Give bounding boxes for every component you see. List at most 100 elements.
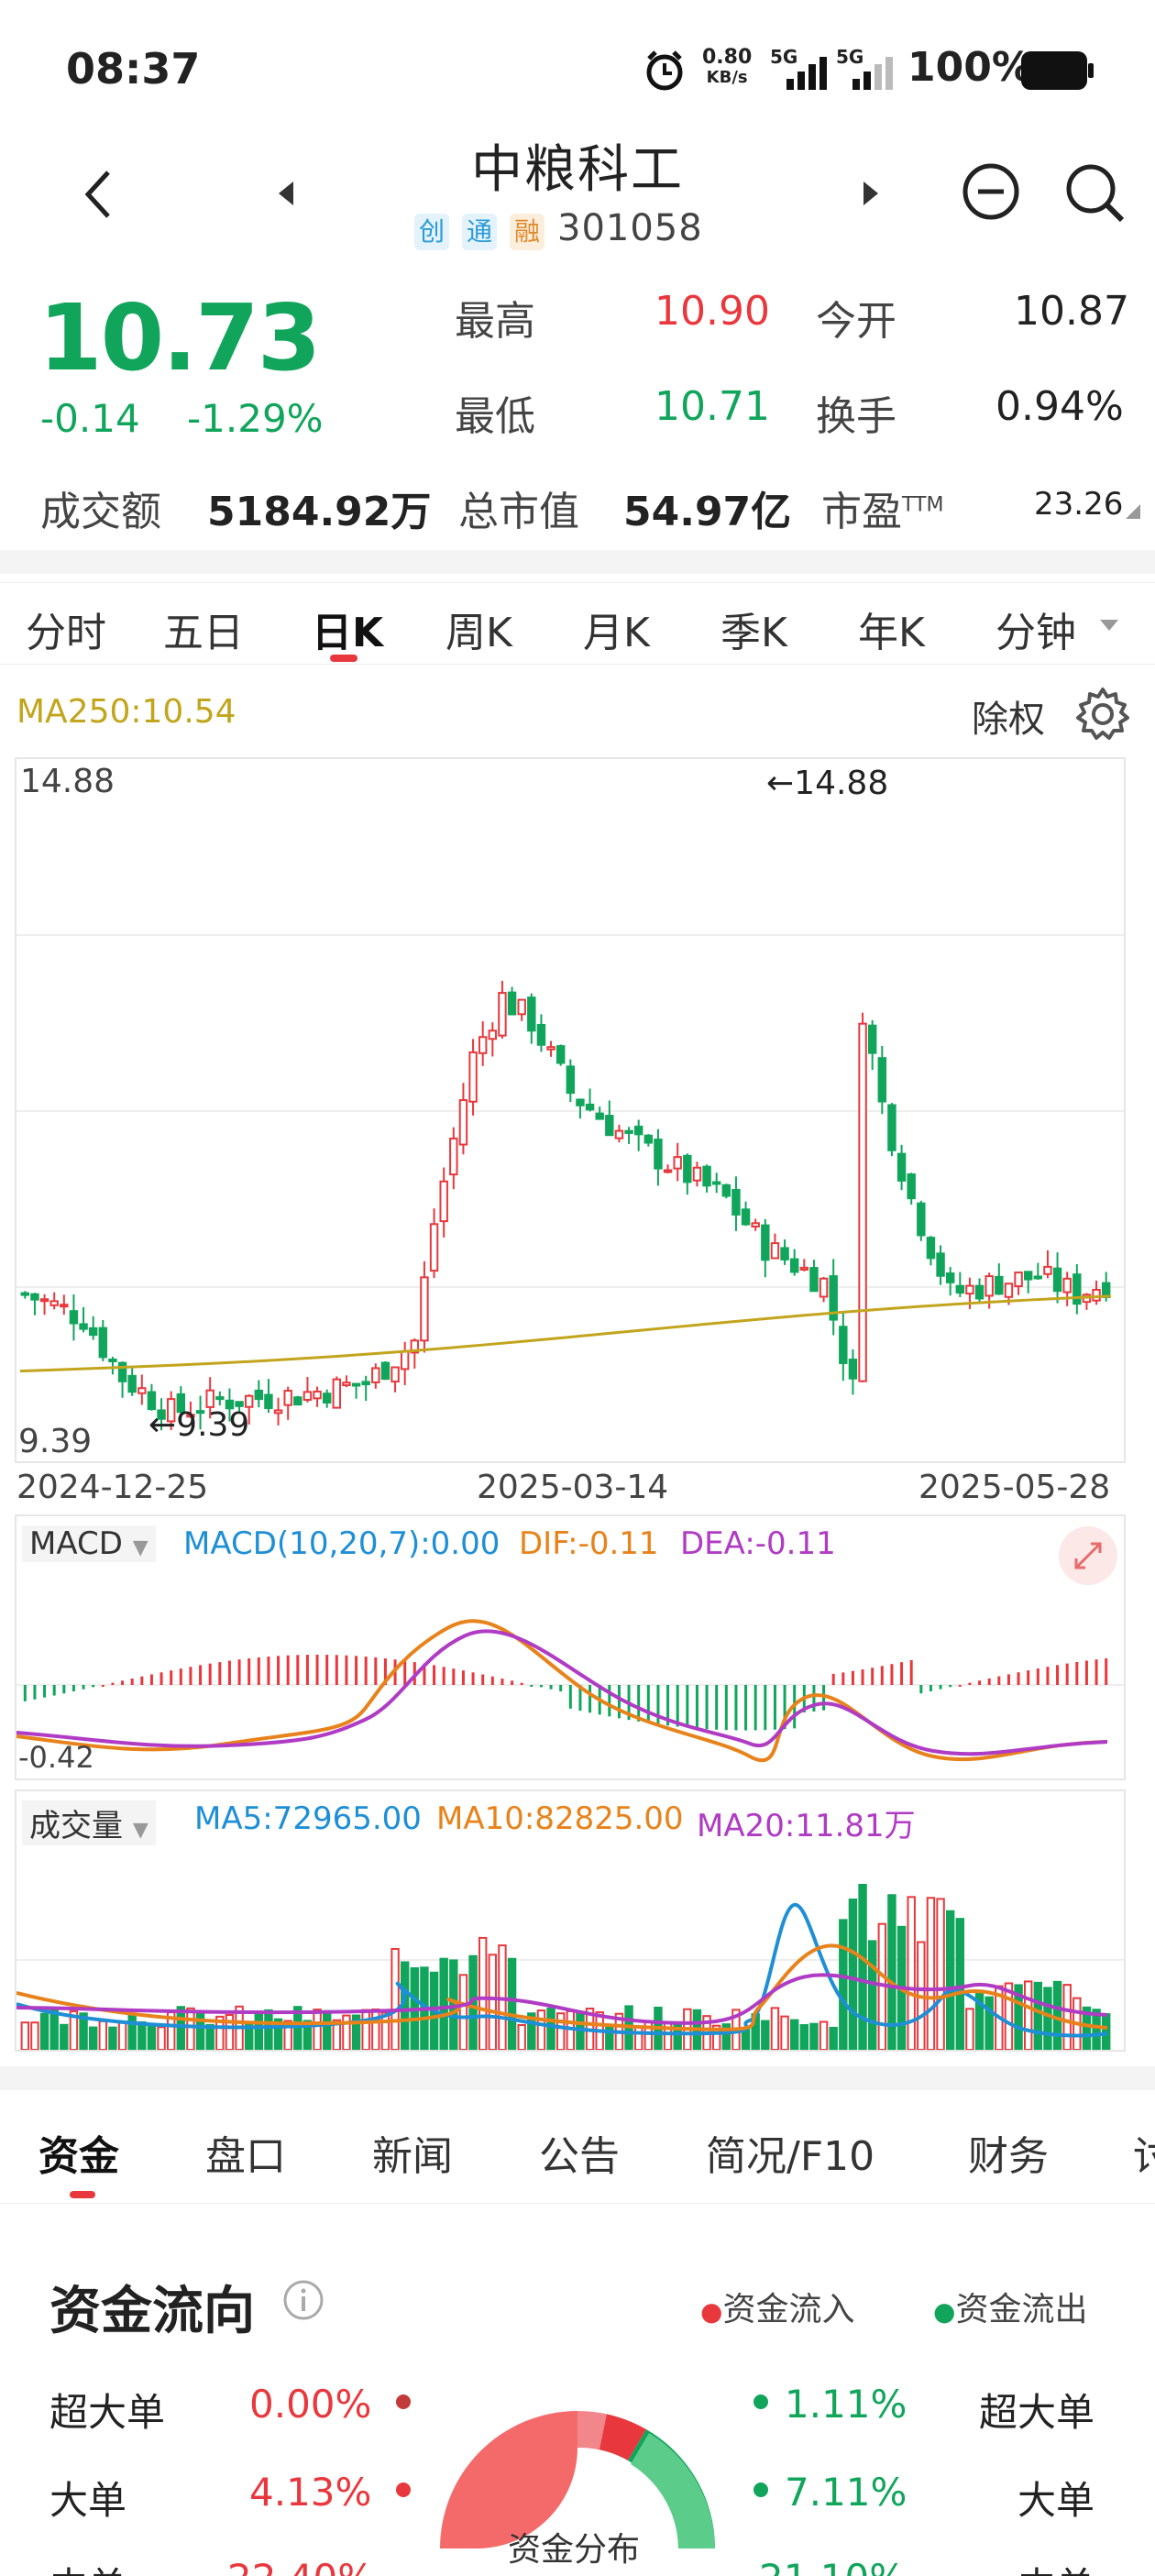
fund-donut-chart[interactable] — [431, 2402, 724, 2576]
macd-bar — [744, 1685, 748, 1731]
macd-bar — [490, 1676, 494, 1685]
tab-zhouk[interactable]: 周K — [446, 610, 512, 656]
back-icon[interactable] — [81, 167, 117, 222]
volume-chart[interactable]: 成交量 ▼ MA5:72965.00 MA10:82825.00 MA20:11… — [15, 1789, 1126, 2052]
macd-bar — [374, 1657, 378, 1685]
chevron-down-icon[interactable] — [1098, 618, 1120, 633]
volume-bar — [809, 2022, 819, 2050]
volume-bar — [264, 2009, 273, 2050]
candle-body — [907, 1173, 916, 1200]
candle-body — [108, 1359, 117, 1363]
volume-bar — [1033, 1981, 1043, 2050]
volume-bar — [1004, 1982, 1014, 2050]
dea-line — [16, 1629, 1108, 1756]
candle-body — [322, 1393, 332, 1404]
tab-pankou[interactable]: 盘口 — [205, 2133, 286, 2180]
dot-in-l — [396, 2482, 411, 2497]
vol-ma20-line — [16, 1973, 1108, 2025]
candle-body — [88, 1327, 98, 1337]
candle-body — [780, 1247, 789, 1260]
gear-icon[interactable] — [1074, 686, 1131, 743]
volume-selector[interactable]: 成交量 ▼ — [22, 1800, 156, 1845]
candle-body — [799, 1266, 809, 1271]
next-stock-icon[interactable] — [860, 180, 882, 207]
tab-niank[interactable]: 年K — [858, 610, 925, 656]
macd-bar — [822, 1685, 826, 1711]
macd-chart[interactable]: MACD ▼ MACD(10,20,7):0.00 DIF:-0.11 DEA:… — [15, 1514, 1126, 1780]
macd-bar — [715, 1685, 719, 1730]
candle-body — [595, 1112, 604, 1120]
macd-bar — [1056, 1665, 1060, 1685]
candle-body — [351, 1382, 361, 1387]
tab-rik[interactable]: 日K — [312, 610, 384, 656]
tab-xinwen[interactable]: 新闻 — [372, 2133, 453, 2180]
volume-bar — [711, 2024, 721, 2050]
info-icon[interactable] — [282, 2279, 324, 2321]
candle-body — [585, 1103, 595, 1111]
candle-body — [887, 1104, 896, 1151]
macd-bar — [179, 1668, 182, 1685]
tab-fenzhong[interactable]: 分钟 — [996, 610, 1076, 656]
macd-selector[interactable]: MACD ▼ — [22, 1525, 156, 1562]
tab-gonggao[interactable]: 公告 — [539, 2133, 620, 2180]
volume-bar — [721, 2023, 732, 2050]
candle-body — [166, 1398, 176, 1423]
macd-bar — [773, 1685, 776, 1730]
tab-jik[interactable]: 季K — [720, 610, 787, 656]
period-tabs: 分时 五日 日K 周K 月K 季K 年K 分钟 — [0, 582, 1155, 665]
candle-body — [205, 1389, 214, 1408]
low-value: 10.71 — [654, 383, 770, 430]
amount-value: 5184.92万 — [207, 489, 432, 535]
candle-body — [30, 1293, 39, 1301]
tab-fenshi[interactable]: 分时 — [26, 610, 106, 656]
candle-body — [60, 1304, 69, 1308]
tab-yuek[interactable]: 月K — [583, 610, 650, 656]
macd-bar — [568, 1685, 572, 1709]
candle-body — [751, 1222, 760, 1227]
macd-bar — [111, 1682, 115, 1685]
row-label-l-in: 大单 — [50, 2478, 127, 2523]
tab-caiwu[interactable]: 财务 — [968, 2133, 1049, 2180]
candle-body — [380, 1361, 390, 1381]
volume-bar — [633, 2025, 644, 2050]
expand-icon[interactable] — [1058, 1525, 1118, 1586]
search-icon[interactable] — [1063, 161, 1128, 226]
candle-body — [614, 1129, 624, 1139]
macd-bar — [257, 1657, 260, 1685]
active-tab-indicator — [330, 655, 358, 662]
candle-body — [702, 1165, 711, 1187]
candle-body — [692, 1166, 702, 1182]
kline-chart[interactable]: 14.88 9.39 ←14.88 ←9.39 — [15, 757, 1126, 1463]
volume-bar — [147, 2024, 157, 2050]
tab-f10[interactable]: 简况/F10 — [706, 2133, 875, 2180]
volume-bar — [546, 2008, 556, 2050]
macd-bar — [754, 1685, 757, 1731]
tab-more[interactable]: 讨 — [1133, 2133, 1155, 2180]
tab-wuri[interactable]: 五日 — [163, 610, 244, 656]
candle-body — [186, 1414, 195, 1418]
volume-bar — [215, 2015, 225, 2050]
prev-stock-icon[interactable] — [275, 180, 297, 207]
candle-body — [1062, 1277, 1072, 1294]
candle-body — [439, 1180, 448, 1223]
volume-bar — [974, 1992, 984, 2050]
volume-bar — [98, 2020, 108, 2050]
tab-zijin[interactable]: 资金 — [38, 2133, 119, 2180]
candle-body — [605, 1115, 614, 1137]
candle-body — [974, 1284, 984, 1300]
candle-body — [721, 1183, 732, 1197]
legend-inflow: ●资金流入 — [700, 2291, 855, 2328]
section-tabs: 资金 盘口 新闻 公告 简况/F10 财务 讨 — [0, 2090, 1155, 2204]
candle-body — [945, 1272, 955, 1283]
volume-bar — [536, 2009, 546, 2050]
volume-bar — [780, 2015, 789, 2050]
candle-body — [1043, 1265, 1052, 1275]
remove-watchlist-icon[interactable] — [961, 161, 1021, 222]
fuquan-button[interactable]: 除权 — [972, 699, 1045, 741]
stock-code: 301058 — [557, 207, 703, 249]
candle-body — [663, 1169, 673, 1173]
pe-value: 23.26 — [1034, 486, 1124, 523]
macd-bar — [1084, 1660, 1088, 1685]
candle-body — [955, 1284, 965, 1294]
candle-body — [711, 1181, 721, 1185]
